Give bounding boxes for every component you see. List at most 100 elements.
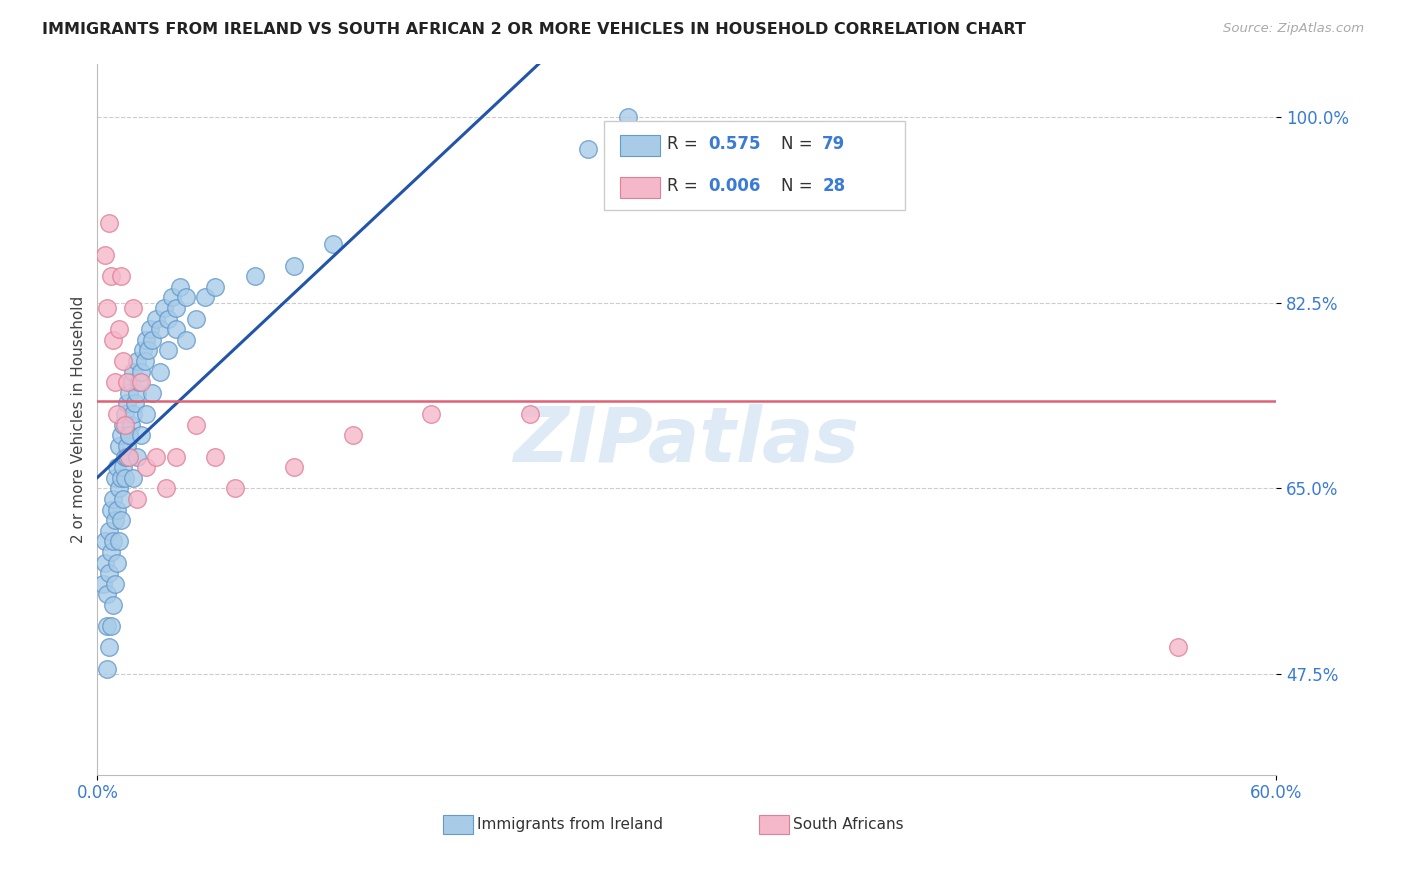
Point — [138, 343, 160, 358]
Point — [135, 460, 157, 475]
Point — [94, 248, 117, 262]
Point — [283, 259, 305, 273]
Point — [135, 333, 157, 347]
Point — [101, 534, 124, 549]
Point — [342, 428, 364, 442]
Point — [141, 333, 163, 347]
Point — [100, 269, 122, 284]
Point — [160, 290, 183, 304]
Point — [134, 354, 156, 368]
Point — [145, 450, 167, 464]
Y-axis label: 2 or more Vehicles in Household: 2 or more Vehicles in Household — [72, 296, 86, 543]
Point — [114, 417, 136, 432]
Text: IMMIGRANTS FROM IRELAND VS SOUTH AFRICAN 2 OR MORE VEHICLES IN HOUSEHOLD CORRELA: IMMIGRANTS FROM IRELAND VS SOUTH AFRICAN… — [42, 22, 1026, 37]
FancyBboxPatch shape — [605, 121, 905, 210]
Text: ZIPatlas: ZIPatlas — [513, 404, 859, 478]
Point — [128, 376, 150, 390]
Point — [157, 343, 180, 358]
Point — [121, 365, 143, 379]
Point — [104, 513, 127, 527]
Point — [98, 566, 121, 581]
Point — [105, 556, 128, 570]
Point — [111, 460, 134, 475]
Point — [101, 598, 124, 612]
Point — [129, 428, 152, 442]
FancyBboxPatch shape — [620, 136, 659, 156]
Point — [96, 619, 118, 633]
Point — [104, 576, 127, 591]
Point — [100, 502, 122, 516]
Point — [141, 385, 163, 400]
Point — [165, 322, 187, 336]
Point — [135, 407, 157, 421]
Point — [578, 142, 600, 156]
Point — [105, 460, 128, 475]
Point — [149, 365, 172, 379]
Text: 0.575: 0.575 — [709, 136, 761, 153]
Point — [184, 417, 207, 432]
Text: 79: 79 — [823, 136, 845, 153]
Point — [94, 534, 117, 549]
Point — [165, 450, 187, 464]
Point — [100, 619, 122, 633]
Point — [111, 491, 134, 506]
Point — [114, 471, 136, 485]
Point — [204, 450, 226, 464]
Point — [121, 407, 143, 421]
Point — [1167, 640, 1189, 655]
Point — [118, 450, 141, 464]
Text: R =: R = — [666, 136, 703, 153]
Point — [110, 428, 132, 442]
Point — [322, 237, 344, 252]
Point — [125, 491, 148, 506]
Text: R =: R = — [666, 178, 703, 195]
Text: 28: 28 — [823, 178, 845, 195]
Point — [101, 333, 124, 347]
Point — [96, 662, 118, 676]
FancyBboxPatch shape — [620, 178, 659, 198]
Point — [98, 640, 121, 655]
Point — [124, 396, 146, 410]
Point — [165, 301, 187, 315]
FancyBboxPatch shape — [443, 814, 474, 834]
Point — [100, 545, 122, 559]
Point — [145, 311, 167, 326]
Point — [108, 322, 131, 336]
Point — [204, 280, 226, 294]
Point — [98, 216, 121, 230]
Point — [115, 376, 138, 390]
Point — [114, 450, 136, 464]
Point — [108, 534, 131, 549]
Point — [174, 290, 197, 304]
Point — [104, 471, 127, 485]
Point — [184, 311, 207, 326]
Point — [121, 471, 143, 485]
Text: N =: N = — [780, 136, 818, 153]
Point — [129, 365, 152, 379]
Point — [118, 428, 141, 442]
Point — [108, 481, 131, 495]
Point — [224, 481, 246, 495]
Point — [110, 513, 132, 527]
Point — [174, 333, 197, 347]
Point — [519, 407, 541, 421]
Point — [283, 460, 305, 475]
Point — [110, 269, 132, 284]
Point — [105, 407, 128, 421]
Point — [108, 439, 131, 453]
Point — [157, 311, 180, 326]
Point — [96, 301, 118, 315]
Point — [115, 439, 138, 453]
Point — [243, 269, 266, 284]
Point — [118, 428, 141, 442]
Point — [120, 376, 142, 390]
Text: Source: ZipAtlas.com: Source: ZipAtlas.com — [1223, 22, 1364, 36]
Point — [617, 110, 640, 124]
Point — [125, 385, 148, 400]
Point — [194, 290, 217, 304]
Point — [420, 407, 443, 421]
Point — [110, 471, 132, 485]
Point — [125, 450, 148, 464]
Point — [131, 343, 153, 358]
Point — [115, 450, 138, 464]
